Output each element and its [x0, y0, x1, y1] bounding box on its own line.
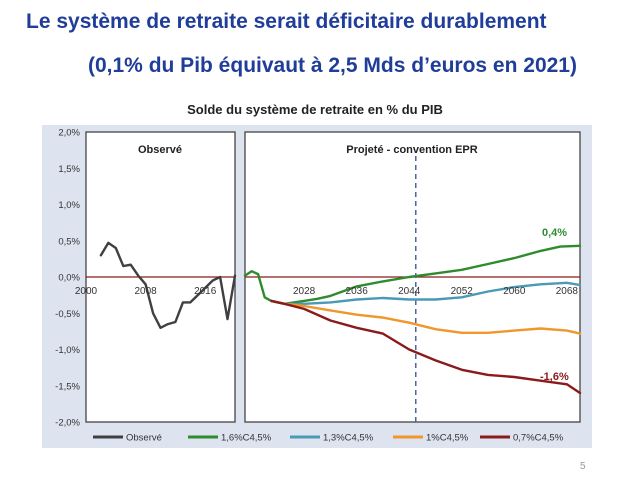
- x-tick-label: 2028: [293, 286, 316, 297]
- chart-title: Solde du système de retraite en % du PIB: [187, 102, 443, 117]
- annotation-green-end: 0,4%: [542, 227, 567, 239]
- series-line: [270, 281, 582, 305]
- x-tick-label: 2060: [503, 286, 526, 297]
- x-tick-label: 2000: [75, 286, 98, 297]
- x-tick-label: 2036: [346, 286, 369, 297]
- slide-subtitle: (0,1% du Pib équivaut à 2,5 Mds d’euros …: [88, 54, 577, 77]
- x-tick-label: 2052: [451, 286, 474, 297]
- legend-label: Observé: [126, 433, 162, 444]
- slide-title: Le système de retraite serait déficitair…: [26, 10, 547, 33]
- panel-labels: Observé Projeté - convention EPR: [138, 144, 478, 156]
- y-tick-label: -1,0%: [55, 345, 80, 356]
- y-tick-label: 1,0%: [58, 200, 80, 211]
- x-tick-label: 2008: [134, 286, 157, 297]
- legend-label: 1,3%C4,5%: [323, 433, 374, 444]
- y-tick-label: -2,0%: [55, 418, 80, 429]
- x-axis: 2000 2008 2016 2028 2036 2044 2052 2060 2068: [75, 286, 579, 297]
- x-tick-label: 2068: [556, 286, 579, 297]
- series-line: [99, 241, 237, 329]
- y-tick-label: -1,5%: [55, 381, 80, 392]
- projected-panel-label: Projeté - convention EPR: [346, 144, 477, 156]
- series-lines: [99, 241, 582, 395]
- legend-label: 0,7%C4,5%: [513, 433, 564, 444]
- legend: Observé 1,6%C4,5% 1,3%C4,5% 1%C4,5% 0,7%C4,5…: [93, 433, 564, 444]
- annotations: 0,4% -1,6%: [540, 227, 569, 383]
- observed-panel-label: Observé: [138, 144, 182, 156]
- y-tick-label: 1,5%: [58, 164, 80, 175]
- y-tick-label: 0,5%: [58, 236, 80, 247]
- annotation-red-end: -1,6%: [540, 371, 569, 383]
- x-tick-label: 2016: [194, 286, 217, 297]
- series-line: [243, 244, 582, 305]
- x-tick-label: 2044: [398, 286, 421, 297]
- y-tick-label: 0,0%: [58, 273, 80, 284]
- series-line: [270, 299, 582, 395]
- legend-label: 1,6%C4,5%: [221, 433, 272, 444]
- y-tick-label: -0,5%: [55, 309, 80, 320]
- y-tick-label: 2,0%: [58, 128, 80, 139]
- y-axis: 2,0% 1,5% 1,0% 0,5% 0,0% -0,5% -1,0% -1,5% -2,0%: [55, 128, 80, 429]
- page-number: 5: [580, 461, 586, 472]
- series-line: [270, 299, 582, 335]
- legend-label: 1%C4,5%: [426, 433, 469, 444]
